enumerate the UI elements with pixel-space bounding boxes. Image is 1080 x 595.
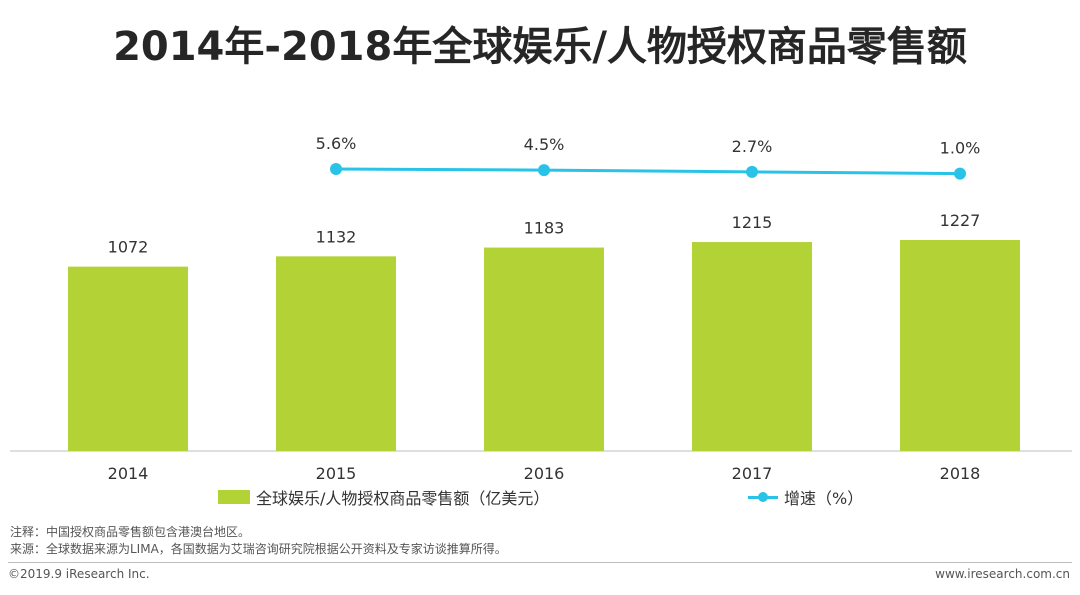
bar-data-label: 1183 — [524, 219, 565, 238]
line-data-label: 4.5% — [524, 135, 565, 154]
bar-data-label: 1072 — [108, 238, 149, 257]
note-text: 注释：中国授权商品零售额包含港澳台地区。 — [10, 525, 251, 539]
legend-bar-label: 全球娱乐/人物授权商品零售额（亿美元） — [256, 489, 550, 508]
website: www.iresearch.com.cn — [935, 567, 1070, 581]
chart-canvas: 1072 2014 1132 2015 5.6% 1183 2016 4.5% 1215 2017… — [10, 134, 1072, 480]
x-tick-label: 2015 — [316, 464, 357, 480]
copyright: ©2019.9 iResearch Inc. — [8, 567, 150, 581]
growth-point — [746, 165, 758, 178]
bar-data-label: 1215 — [732, 213, 773, 232]
line-data-label: 5.6% — [316, 134, 357, 153]
growth-point — [538, 164, 550, 177]
x-tick-label: 2018 — [940, 464, 981, 480]
legend-line-swatch — [748, 490, 778, 504]
growth-point — [954, 167, 966, 180]
bar-data-label: 1227 — [940, 211, 981, 230]
x-tick-label: 2014 — [108, 464, 149, 480]
line-data-label: 2.7% — [732, 137, 773, 156]
line-data-label: 1.0% — [940, 139, 981, 158]
growth-point — [330, 163, 342, 175]
x-tick-label: 2016 — [524, 464, 565, 480]
legend: 全球娱乐/人物授权商品零售额（亿美元） 增速（%） — [0, 485, 1080, 509]
x-tick-label: 2017 — [732, 464, 773, 480]
bar — [276, 256, 396, 451]
growth-series-line — [335, 167, 961, 176]
notes: 注释：中国授权商品零售额包含港澳台地区。 来源：全球数据来源为LIMA，各国数据… — [10, 524, 507, 558]
bar — [68, 266, 188, 451]
legend-bar-swatch — [218, 490, 250, 504]
source-text: 来源：全球数据来源为LIMA，各国数据为艾瑞咨询研究院根据公开资料及专家访谈推算… — [10, 542, 507, 556]
legend-item-line: 增速（%） — [748, 485, 863, 509]
bar — [484, 247, 604, 451]
chart-title: 2014年-2018年全球娱乐/人物授权商品零售额 — [113, 24, 967, 70]
legend-line-label: 增速（%） — [784, 489, 864, 508]
legend-item-bar: 全球娱乐/人物授权商品零售额（亿美元） — [218, 485, 549, 509]
bar — [692, 242, 812, 451]
bar-data-label: 1132 — [316, 227, 357, 246]
bar — [900, 240, 1020, 451]
footer-divider — [8, 562, 1072, 563]
